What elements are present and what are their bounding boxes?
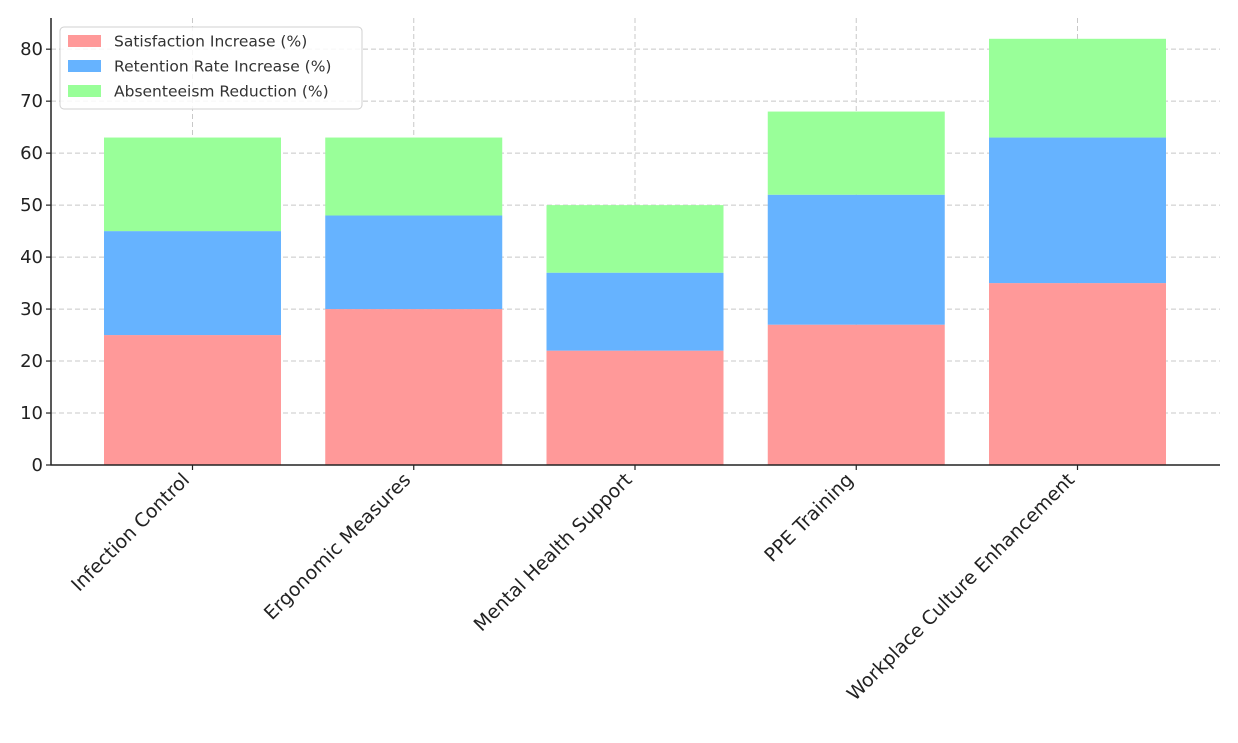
bar-segment-2 — [325, 215, 503, 310]
bar-segment-2 — [104, 231, 281, 336]
x-tick-label: Mental Health Support — [470, 469, 637, 636]
bar-segment-2 — [767, 194, 945, 325]
legend-swatch-3 — [68, 85, 101, 97]
x-tick-label: Workplace Culture Enhancement — [843, 469, 1079, 705]
y-tick-label: 20 — [20, 351, 43, 372]
bar-segment-1 — [104, 335, 281, 465]
legend-swatch-1 — [68, 35, 101, 47]
legend-entry-1: Satisfaction Increase (%) — [114, 33, 307, 51]
bar-segment-1 — [989, 283, 1166, 465]
y-tick-label: 80 — [20, 39, 43, 60]
bar-segment-1 — [767, 324, 945, 465]
x-tick-label: PPE Training — [760, 469, 858, 567]
legend-entry-2: Retention Rate Increase (%) — [114, 58, 331, 76]
axes-layer — [46, 18, 1220, 470]
legend: Satisfaction Increase (%) Retention Rate … — [59, 26, 363, 110]
bar-segment-1 — [325, 309, 503, 465]
y-tick-label: 30 — [20, 299, 43, 320]
legend-box — [59, 26, 363, 110]
y-tick-label: 40 — [20, 247, 43, 268]
bar-segment-3 — [767, 111, 945, 195]
y-tick-label: 50 — [20, 195, 43, 216]
legend-swatch-2 — [68, 60, 101, 72]
bar-segment-3 — [989, 38, 1166, 138]
bar-segment-3 — [325, 137, 503, 216]
y-tick-label: 60 — [20, 143, 43, 164]
y-tick-label: 0 — [32, 455, 43, 476]
bar-segment-3 — [546, 205, 724, 273]
x-tick-label: Ergonomic Measures — [260, 469, 415, 624]
y-tick-label: 10 — [20, 403, 43, 424]
bar-segment-2 — [546, 272, 724, 351]
x-tick-label: Infection Control — [67, 469, 194, 596]
bar-segment-3 — [104, 137, 281, 232]
bar-segment-2 — [989, 137, 1166, 284]
bar-segment-1 — [546, 350, 724, 465]
y-tick-label: 70 — [20, 91, 43, 112]
legend-entry-3: Absenteeism Reduction (%) — [114, 83, 329, 101]
bars-layer — [104, 38, 1166, 465]
